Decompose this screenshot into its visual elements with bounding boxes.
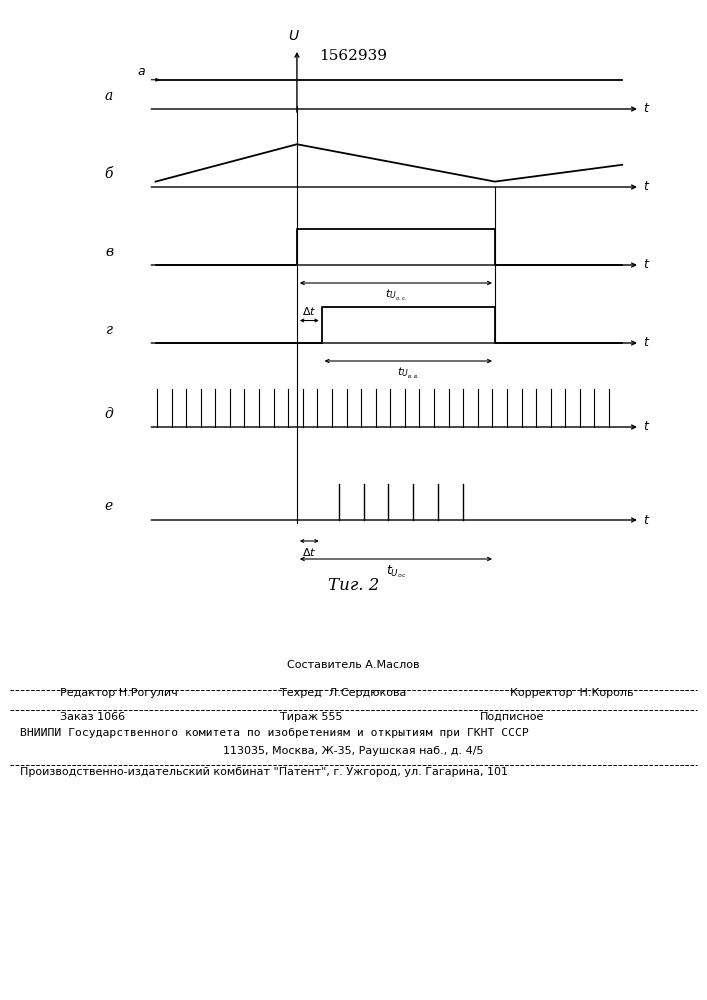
Text: Подписное: Подписное	[480, 712, 544, 722]
Text: t: t	[643, 103, 648, 115]
Text: в: в	[105, 244, 113, 258]
Text: $t_{U_{o.c.}}$: $t_{U_{o.c.}}$	[385, 288, 407, 303]
Text: $\Delta t$: $\Delta t$	[302, 546, 317, 558]
Text: $t_{U_{oc}}$: $t_{U_{oc}}$	[386, 564, 406, 580]
Text: Τиг. 2: Τиг. 2	[328, 578, 379, 594]
Text: t: t	[643, 514, 648, 526]
Text: Заказ 1066: Заказ 1066	[60, 712, 125, 722]
Text: t: t	[643, 180, 648, 194]
Text: д: д	[105, 406, 113, 420]
Text: t: t	[643, 420, 648, 434]
Text: Составитель А.Маслов: Составитель А.Маслов	[287, 660, 419, 670]
Text: a: a	[105, 89, 113, 103]
Text: Корректор  Н.Король: Корректор Н.Король	[510, 688, 633, 698]
Text: Производственно-издательский комбинат "Патент", г. Ужгород, ул. Гагарина, 101: Производственно-издательский комбинат "П…	[20, 767, 508, 777]
Text: $t_{U_{в.в.}}$: $t_{U_{в.в.}}$	[397, 366, 419, 381]
Text: $\Delta t$: $\Delta t$	[302, 305, 317, 317]
Text: ВНИИПИ Государственного комитета по изобретениям и открытиям при ГКНТ СССР: ВНИИПИ Государственного комитета по изоб…	[20, 728, 529, 738]
Text: Тираж 555: Тираж 555	[280, 712, 342, 722]
Text: 1562939: 1562939	[320, 49, 387, 63]
Text: б: б	[105, 166, 113, 180]
Text: t: t	[643, 258, 648, 271]
Text: г: г	[106, 322, 113, 336]
Text: U: U	[288, 29, 298, 43]
Text: Техред  Л.Сердюкова: Техред Л.Сердюкова	[280, 688, 407, 698]
Text: е: е	[105, 499, 113, 514]
Text: 113035, Москва, Ж-35, Раушская наб., д. 4/5: 113035, Москва, Ж-35, Раушская наб., д. …	[223, 746, 484, 756]
Text: Редактор Н.Рогулич: Редактор Н.Рогулич	[60, 688, 177, 698]
Text: a: a	[137, 65, 145, 78]
Text: t: t	[643, 336, 648, 350]
